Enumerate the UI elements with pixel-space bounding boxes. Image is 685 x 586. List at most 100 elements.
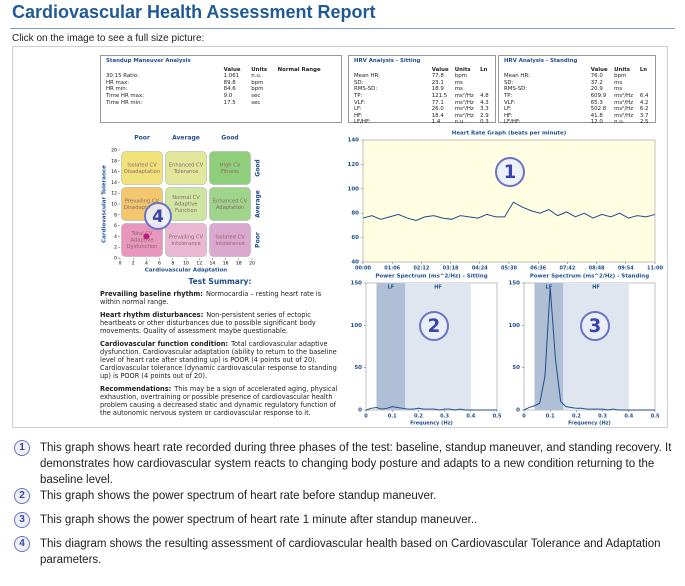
- table-cell: 30:15 Ratio:: [106, 73, 139, 80]
- table-row: LF/HF: 12.0 n.u. 2.5: [502, 119, 652, 126]
- y-tick-label: 60: [351, 235, 359, 241]
- x-tick-label: 0.2: [572, 414, 581, 420]
- matrix-cell: [121, 151, 163, 185]
- cell-label: Isolated CV: [215, 234, 245, 240]
- table-cell: n.u.: [614, 119, 625, 126]
- x-tick-label: 0: [364, 414, 368, 420]
- table-row: HF: 41.8 ms²/Hz 3.7: [502, 113, 652, 120]
- summary-item: Heart rhythm disturbances: Non-persistent…: [100, 311, 340, 335]
- table-cell: LF/HF:: [354, 119, 371, 126]
- x-tick-label: 07:42: [559, 266, 575, 272]
- table-cell: 609.9: [590, 92, 607, 99]
- column-label: Poor: [134, 135, 150, 142]
- x-tick-label: 0.3: [440, 414, 449, 420]
- assessment-point: [143, 233, 150, 240]
- analysis-table: HRV Analysis - Standing Value Units Ln Mean …: [498, 55, 656, 126]
- summary-label: Recommendations:: [100, 385, 172, 393]
- table-cell: 37.2: [590, 79, 603, 86]
- x-tick-label: 2: [132, 261, 135, 267]
- table-cell: n.u.: [454, 119, 466, 126]
- cell-label: Intolerance: [215, 241, 244, 247]
- table-cell: 77.8: [431, 73, 444, 80]
- y-tick-label: 100: [348, 186, 360, 192]
- header-cell: Units: [251, 66, 268, 73]
- note-badge: 4: [14, 536, 30, 552]
- table-cell: HF:: [504, 112, 513, 119]
- x-tick-label: 01:06: [384, 266, 400, 272]
- x-tick-label: 09:54: [618, 266, 634, 272]
- summary-item: Recommendations: This may be a sign of ac…: [100, 385, 340, 417]
- summary-text: Normocardia – resting heart rate is with…: [100, 290, 322, 306]
- cell-label: Intolerance: [171, 241, 200, 247]
- x-tick-label: 4: [145, 261, 148, 267]
- table-cell: 6.4: [639, 92, 649, 99]
- x-tick-label: 18: [236, 261, 242, 267]
- cell-label: Isolated CV: [127, 162, 157, 168]
- test-summary: Test Summary: Prevailing baseline rhythm…: [100, 278, 340, 422]
- table-cell: ms: [614, 79, 623, 86]
- y-tick-label: 50: [354, 365, 362, 371]
- table-cell: 9.0: [223, 92, 233, 99]
- note-text: This graph shows heart rate recorded dur…: [40, 442, 672, 486]
- cell-label: Dysfunction: [127, 244, 158, 250]
- table-cell: 23.1: [431, 79, 444, 86]
- table-cell: sec: [251, 92, 261, 99]
- badge-number: 1: [504, 162, 517, 183]
- cell-label: Prevailing CV: [125, 198, 160, 204]
- x-tick-label: 08:48: [589, 266, 605, 272]
- table-row: Mean HR: 76.0 bpm: [502, 73, 652, 80]
- cell-label: High CV: [220, 162, 241, 168]
- table-title: HRV Analysis - Standing: [504, 58, 578, 64]
- matrix-cell: [209, 223, 251, 257]
- row-label: Average: [255, 190, 262, 218]
- table-cell: 4.3: [480, 99, 489, 106]
- y-tick-label: 120: [348, 162, 360, 168]
- header-cell: [104, 67, 222, 74]
- table-cell: ms²/Hz: [614, 112, 634, 119]
- cell-label: Fitness: [221, 169, 239, 175]
- x-tick-label: 0.3: [598, 414, 607, 420]
- x-tick-label: 10: [183, 261, 189, 267]
- table-cell: bpm: [614, 73, 627, 80]
- note-text: This graph shows the power spectrum of h…: [40, 514, 478, 526]
- x-tick-label: 12: [196, 261, 202, 267]
- table-cell: 4.8: [480, 92, 489, 99]
- badge-circle: [580, 311, 610, 341]
- summary-label: Prevailing baseline rhythm:: [100, 290, 203, 298]
- x-tick-label: 0: [522, 414, 526, 420]
- chart-title: Power Spectrum (ms^2/Hz) - Standing: [530, 274, 649, 280]
- table-row: HF: 18.4 ms²/Hz 2.9: [352, 113, 492, 120]
- x-tick-label: 0: [119, 261, 122, 267]
- summary-text: Total cardiovascular adaptive dysfunctio…: [100, 340, 337, 380]
- summary-text: Non-persistent series of ectopic heartbe…: [100, 311, 316, 335]
- table-row: LF: 26.0 ms²/Hz 3.3: [352, 106, 492, 113]
- note: 4 This diagram shows the resulting assess…: [14, 536, 674, 568]
- table-cell: VLF:: [504, 99, 516, 106]
- data-line: [523, 287, 655, 411]
- x-tick-label: 0.4: [466, 414, 475, 420]
- table-cell: 2.5: [639, 119, 649, 126]
- table-cell: 502.8: [590, 106, 607, 113]
- table-cell: HF:: [354, 112, 363, 119]
- table-cell: ms: [454, 79, 463, 86]
- note: 2 This graph shows the power spectrum of …: [14, 488, 674, 504]
- header-cell: Ln: [639, 66, 648, 73]
- x-tick-label: 20: [249, 261, 255, 267]
- band-label: LF: [388, 285, 395, 291]
- table-cell: 0.3: [480, 119, 489, 126]
- table-cell: 2.9: [480, 112, 489, 119]
- cell-label: Tolerance: [173, 169, 199, 175]
- column-label: Average: [172, 135, 200, 142]
- table-cell: 121.5: [431, 92, 448, 99]
- x-axis-label: Frequency (Hz): [568, 421, 611, 427]
- table-row: HR max: 89.8 bpm: [104, 80, 338, 87]
- x-tick-label: 05:30: [501, 266, 517, 272]
- cell-label: Disadaptation: [124, 169, 160, 175]
- summary-title: Test Summary:: [188, 277, 252, 286]
- summary-item: Prevailing baseline rhythm: Normocardia –…: [100, 290, 340, 306]
- cell-label: Adaptive: [175, 202, 198, 208]
- table-row: VLF: 77.1 ms²/Hz 4.3: [352, 100, 492, 107]
- badge-circle: [419, 311, 449, 341]
- matrix-cell: [165, 187, 207, 221]
